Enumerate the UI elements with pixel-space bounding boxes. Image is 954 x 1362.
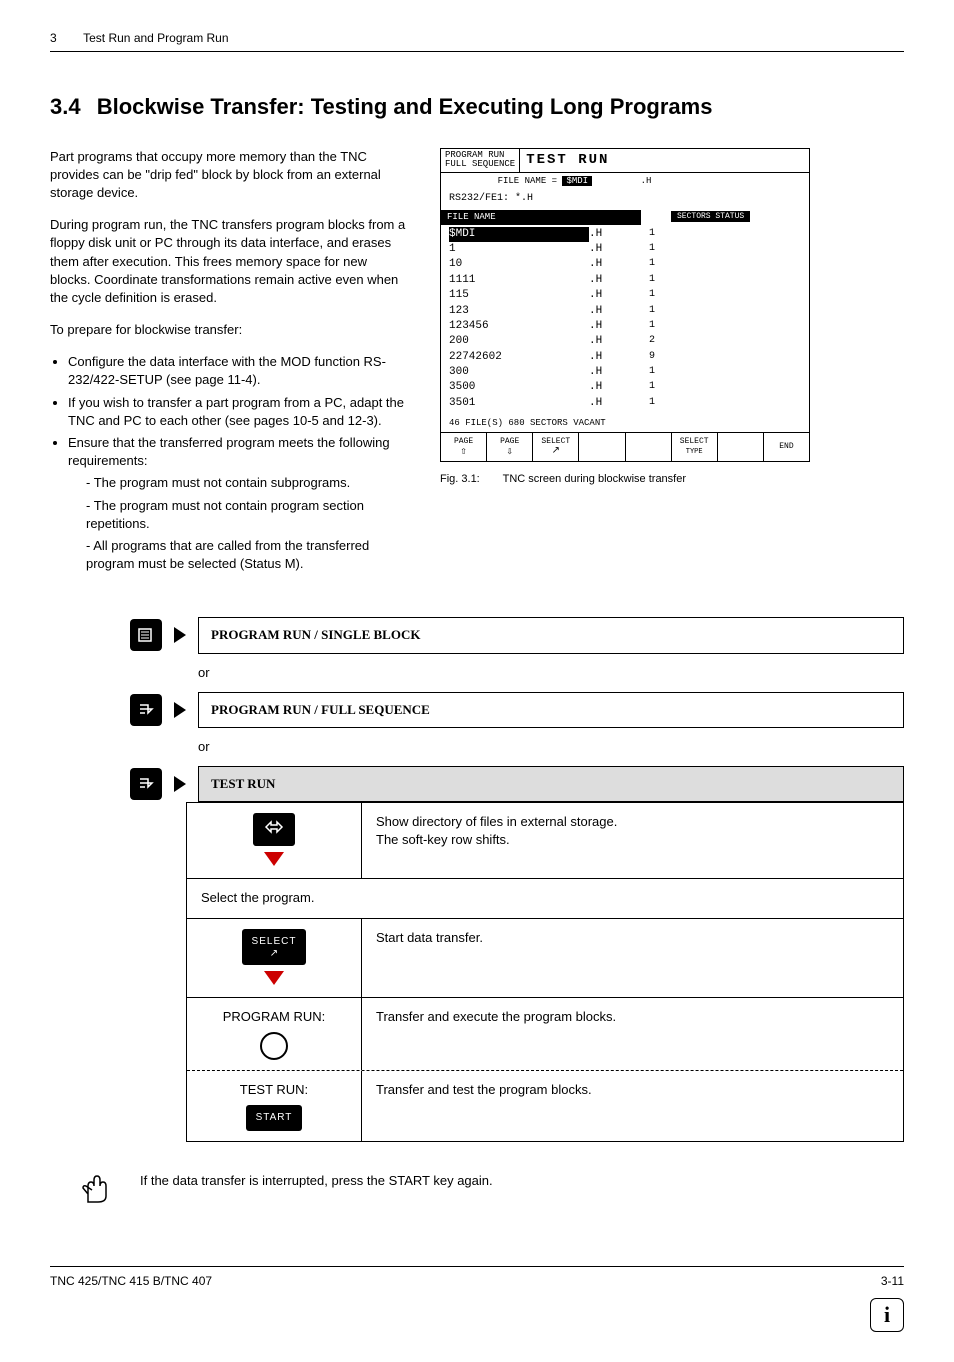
or-text-1: or <box>198 664 904 682</box>
file-row: 10.H1 <box>449 257 801 272</box>
softkey-4 <box>579 433 625 461</box>
step-4-desc: Transfer and execute the program blocks. <box>362 998 903 1070</box>
step-5-desc: Transfer and test the program blocks. <box>362 1071 903 1141</box>
sub-bullet-2: The program must not contain program sec… <box>86 497 410 533</box>
paragraph-3: To prepare for blockwise transfer: <box>50 321 410 339</box>
figure-column: PROGRAM RUN FULL SEQUENCE TEST RUN FILE … <box>440 148 904 578</box>
mode-full-sequence: PROGRAM RUN / FULL SEQUENCE <box>198 692 904 728</box>
footer-page-num: 3-11 <box>881 1273 904 1290</box>
program-run-label: PROGRAM RUN: <box>223 1008 326 1026</box>
bullet-3: Ensure that the transferred program meet… <box>68 434 410 573</box>
tnc-footer-line: 46 FILE(S) 680 SECTORS VACANT <box>441 415 809 432</box>
paragraph-1: Part programs that occupy more memory th… <box>50 148 410 203</box>
hand-icon <box>80 1172 110 1216</box>
start-key: START <box>246 1105 303 1131</box>
tnc-column-headers: FILE NAME SECTORS STATUS <box>441 210 809 225</box>
step-3-desc: Start data transfer. <box>362 919 903 997</box>
tnc-filename-value: $MDI <box>562 176 592 186</box>
softkey-7 <box>718 433 764 461</box>
file-row: 3500.H1 <box>449 380 801 395</box>
file-row: 123456.H1 <box>449 319 801 334</box>
paragraph-2: During program run, the TNC transfers pr… <box>50 216 410 307</box>
softkey-select-type: SELECTTYPE <box>672 433 718 461</box>
test-run-label: TEST RUN: <box>240 1081 308 1099</box>
file-row: $MDI.H1 <box>449 227 801 242</box>
ext-key-icon <box>253 813 295 846</box>
file-row: 300.H1 <box>449 365 801 380</box>
file-row: 200.H2 <box>449 334 801 349</box>
softkey-5 <box>626 433 672 461</box>
test-run-icon <box>130 768 162 800</box>
down-arrow-icon <box>264 971 284 987</box>
arrow-icon <box>174 627 186 643</box>
arrow-icon <box>174 776 186 792</box>
tnc-filename-row: FILE NAME = $MDI .H <box>441 173 809 190</box>
tnc-file-list: $MDI.H11.H110.H11111.H1115.H1123.H112345… <box>441 225 809 416</box>
softkey-end: END <box>764 433 809 461</box>
section-title: 3.4 Blockwise Transfer: Testing and Exec… <box>50 92 904 123</box>
file-row: 115.H1 <box>449 288 801 303</box>
note-row: If the data transfer is interrupted, pre… <box>80 1172 904 1216</box>
select-key: SELECT ↗ <box>242 929 307 965</box>
procedure-section: PROGRAM RUN / SINGLE BLOCK or PROGRAM RU… <box>130 617 904 1142</box>
sub-bullet-3: All programs that are called from the tr… <box>86 537 410 573</box>
tnc-title: TEST RUN <box>520 149 615 173</box>
bullet-1: Configure the data interface with the MO… <box>68 353 410 389</box>
info-icon: i <box>870 1298 904 1332</box>
tnc-screenshot: PROGRAM RUN FULL SEQUENCE TEST RUN FILE … <box>440 148 810 462</box>
arrow-icon <box>174 702 186 718</box>
sub-bullet-1: The program must not contain subprograms… <box>86 474 410 492</box>
file-row: 1.H1 <box>449 242 801 257</box>
file-row: 123.H1 <box>449 304 801 319</box>
cycle-start-icon <box>260 1032 288 1060</box>
step-1-desc: Show directory of files in external stor… <box>362 803 903 878</box>
file-row: 3501.H1 <box>449 396 801 411</box>
tnc-mode-label: PROGRAM RUN FULL SEQUENCE <box>441 149 520 173</box>
section-heading: Blockwise Transfer: Testing and Executin… <box>97 94 713 119</box>
page-header-num: 3 <box>50 30 80 47</box>
single-block-icon <box>130 619 162 651</box>
down-arrow-icon <box>264 852 284 868</box>
file-row: 1111.H1 <box>449 273 801 288</box>
page-header: 3 Test Run and Program Run <box>50 30 904 52</box>
tnc-interface: RS232/FE1: *.H <box>441 190 809 210</box>
bullet-2: If you wish to transfer a part program f… <box>68 394 410 430</box>
softkey-page-down: PAGE⇩ <box>487 433 533 461</box>
section-number: 3.4 <box>50 92 81 123</box>
page-footer: TNC 425/TNC 415 B/TNC 407 3-11 i <box>50 1266 904 1332</box>
softkey-page-up: PAGE⇧ <box>441 433 487 461</box>
note-text: If the data transfer is interrupted, pre… <box>140 1172 493 1190</box>
body-text-column: Part programs that occupy more memory th… <box>50 148 410 578</box>
full-sequence-icon <box>130 694 162 726</box>
mode-test-run: TEST RUN <box>198 766 904 802</box>
tnc-softkey-row: PAGE⇧ PAGE⇩ SELECT↗ SELECTTYPE END <box>441 432 809 461</box>
procedure-steps-box: Show directory of files in external stor… <box>186 802 904 1142</box>
softkey-select: SELECT↗ <box>533 433 579 461</box>
footer-left: TNC 425/TNC 415 B/TNC 407 <box>50 1273 212 1332</box>
step-2: Select the program. <box>187 878 903 917</box>
file-row: 22742602.H9 <box>449 350 801 365</box>
page-header-chapter: Test Run and Program Run <box>83 31 228 45</box>
mode-single-block: PROGRAM RUN / SINGLE BLOCK <box>198 617 904 653</box>
figure-caption: Fig. 3.1: TNC screen during blockwise tr… <box>440 472 904 487</box>
or-text-2: or <box>198 738 904 756</box>
